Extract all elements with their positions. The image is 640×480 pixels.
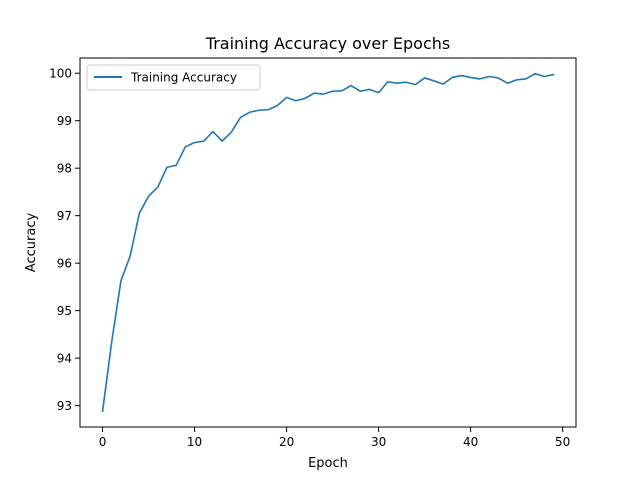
x-tick-label: 30 [371,435,386,449]
x-tick-label: 20 [279,435,294,449]
legend: Training Accuracy [86,64,261,91]
x-tick-label: 0 [99,435,107,449]
series-layer [101,72,555,413]
y-tick-label: 93 [57,399,72,413]
x-tick-label: 40 [463,435,478,449]
chart-title: Training Accuracy over Epochs [205,34,450,53]
plot-area-frame [79,57,577,428]
legend-label-training-accuracy: Training Accuracy [130,71,237,85]
x-tick-label: 50 [555,435,570,449]
y-tick-label: 97 [57,209,72,223]
y-tick-label: 95 [57,304,72,318]
x-axis-label: Epoch [308,456,348,471]
y-axis-label: Accuracy [24,213,39,273]
legend-box [86,64,261,91]
series-line-training-accuracy [101,72,555,413]
y-tick-label: 99 [57,114,72,128]
y-tick-label: 96 [57,257,72,271]
y-tick-label: 100 [49,67,72,81]
y-tick-label: 98 [57,162,72,176]
y-tick-label: 94 [57,352,72,366]
x-tick-label: 10 [187,435,202,449]
ticks-layer: 0 10 20 30 40 50 93 94 95 96 97 98 99 100 [49,67,570,449]
